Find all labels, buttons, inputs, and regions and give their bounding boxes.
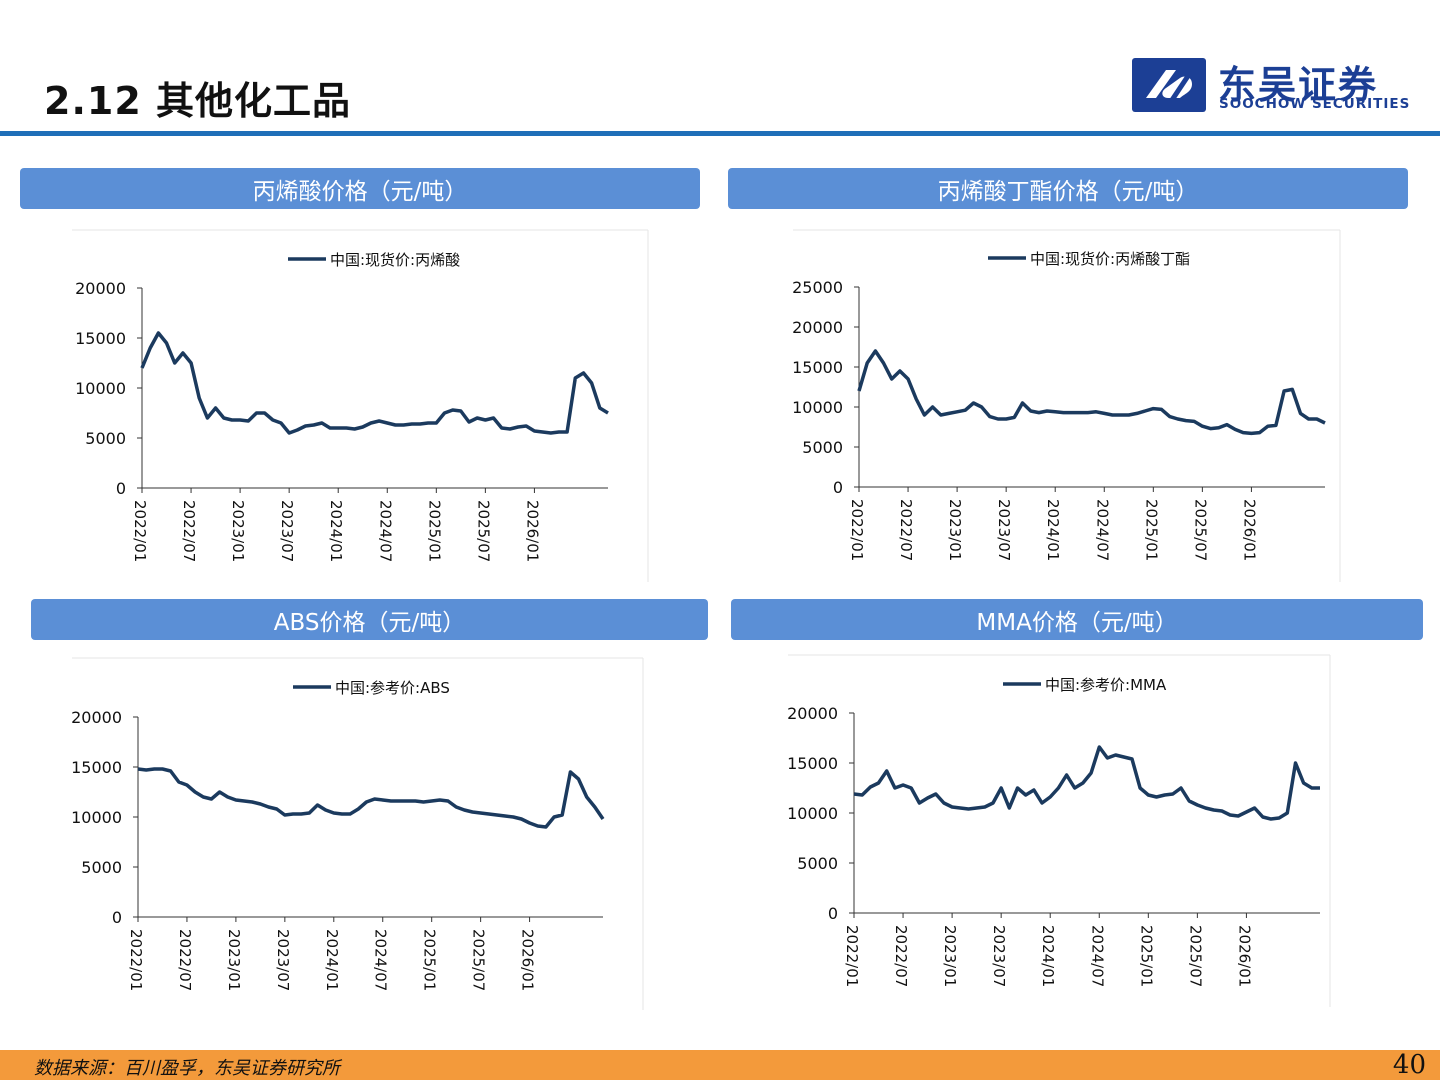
x-tick-label: 2026/01 <box>1235 925 1253 987</box>
x-tick-label: 2023/01 <box>941 925 959 987</box>
x-tick-label: 2024/07 <box>372 929 390 991</box>
title-divider <box>0 131 1440 136</box>
company-logo: 东吴证券 SOOCHOW SECURITIES <box>1132 56 1422 116</box>
legend-label: 中国:参考价:MMA <box>1045 676 1167 694</box>
footer-bar: 数据来源：百川盈孚，东吴证券研究所 40 <box>0 1050 1440 1080</box>
y-tick-label: 10000 <box>75 379 126 398</box>
x-tick-label: 2025/01 <box>421 929 439 991</box>
x-tick-label: 2023/07 <box>274 929 292 991</box>
x-tick-label: 2025/07 <box>1186 925 1204 987</box>
x-tick-label: 2022/01 <box>843 925 861 987</box>
x-tick-label: 2022/01 <box>848 499 866 561</box>
y-tick-label: 20000 <box>75 279 126 298</box>
x-tick-label: 2025/01 <box>1142 499 1160 561</box>
y-tick-label: 10000 <box>787 804 838 823</box>
x-tick-label: 2023/01 <box>225 929 243 991</box>
legend-label: 中国:参考价:ABS <box>335 679 450 697</box>
x-tick-label: 2022/07 <box>892 925 910 987</box>
x-tick-label: 2023/01 <box>946 499 964 561</box>
y-tick-label: 15000 <box>71 758 122 777</box>
x-tick-label: 2022/07 <box>897 499 915 561</box>
logo-chinese-name: 东吴证券 <box>1218 63 1379 107</box>
series-line <box>857 349 1326 436</box>
x-tick-label: 2025/07 <box>1191 499 1209 561</box>
legend-label: 中国:现货价:丙烯酸 <box>330 251 460 269</box>
legend-label: 中国:现货价:丙烯酸丁酯 <box>1030 250 1190 268</box>
x-tick-label: 2025/07 <box>474 500 492 562</box>
x-tick-label: 2023/07 <box>990 925 1008 987</box>
x-tick-label: 2025/01 <box>425 500 443 562</box>
page-number: 40 <box>1392 1050 1426 1080</box>
y-tick-label: 5000 <box>81 858 122 877</box>
y-tick-label: 15000 <box>792 358 843 377</box>
page-title: 2.12 其他化工品 <box>44 79 351 123</box>
x-tick-label: 2024/07 <box>1088 925 1106 987</box>
x-tick-label: 2025/07 <box>470 929 488 991</box>
x-tick-label: 2023/07 <box>278 500 296 562</box>
x-tick-label: 2026/01 <box>523 500 541 562</box>
x-tick-label: 2022/01 <box>127 929 145 991</box>
y-tick-label: 5000 <box>85 429 126 448</box>
x-tick-label: 2025/01 <box>1137 925 1155 987</box>
x-tick-label: 2023/01 <box>229 500 247 562</box>
y-tick-label: 20000 <box>792 318 843 337</box>
y-tick-label: 10000 <box>792 398 843 417</box>
x-tick-label: 2024/07 <box>376 500 394 562</box>
y-tick-label: 5000 <box>802 438 843 457</box>
y-tick-label: 0 <box>112 908 122 927</box>
y-tick-label: 25000 <box>792 278 843 297</box>
y-tick-label: 0 <box>116 479 126 498</box>
x-tick-label: 2023/07 <box>995 499 1013 561</box>
panel-header-acrylic-acid: 丙烯酸价格（元/吨） <box>20 168 700 209</box>
panel-header-abs: ABS价格（元/吨） <box>31 599 708 640</box>
x-tick-label: 2024/01 <box>1044 499 1062 561</box>
series-line <box>853 745 1320 821</box>
x-tick-label: 2022/07 <box>180 500 198 562</box>
x-tick-label: 2026/01 <box>1240 499 1258 561</box>
x-tick-label: 2024/07 <box>1093 499 1111 561</box>
x-tick-label: 2024/01 <box>1039 925 1057 987</box>
y-tick-label: 15000 <box>787 754 838 773</box>
x-tick-label: 2026/01 <box>519 929 537 991</box>
series-line <box>137 767 605 829</box>
panel-header-butyl-acrylate: 丙烯酸丁酯价格（元/吨） <box>728 168 1408 209</box>
y-tick-label: 0 <box>828 904 838 923</box>
panel-header-mma: MMA价格（元/吨） <box>731 599 1423 640</box>
footer-source: 数据来源：百川盈孚，东吴证券研究所 <box>34 1058 340 1079</box>
y-tick-label: 10000 <box>71 808 122 827</box>
y-tick-label: 15000 <box>75 329 126 348</box>
logo-english-name: SOOCHOW SECURITIES <box>1219 96 1411 112</box>
y-tick-label: 0 <box>833 478 843 497</box>
x-tick-label: 2022/01 <box>131 500 149 562</box>
series-line <box>140 331 609 435</box>
y-tick-label: 5000 <box>797 854 838 873</box>
logo-mark-icon <box>1132 58 1206 112</box>
y-tick-label: 20000 <box>787 704 838 723</box>
x-tick-label: 2022/07 <box>176 929 194 991</box>
x-tick-label: 2024/01 <box>323 929 341 991</box>
x-tick-label: 2024/01 <box>327 500 345 562</box>
y-tick-label: 20000 <box>71 708 122 727</box>
